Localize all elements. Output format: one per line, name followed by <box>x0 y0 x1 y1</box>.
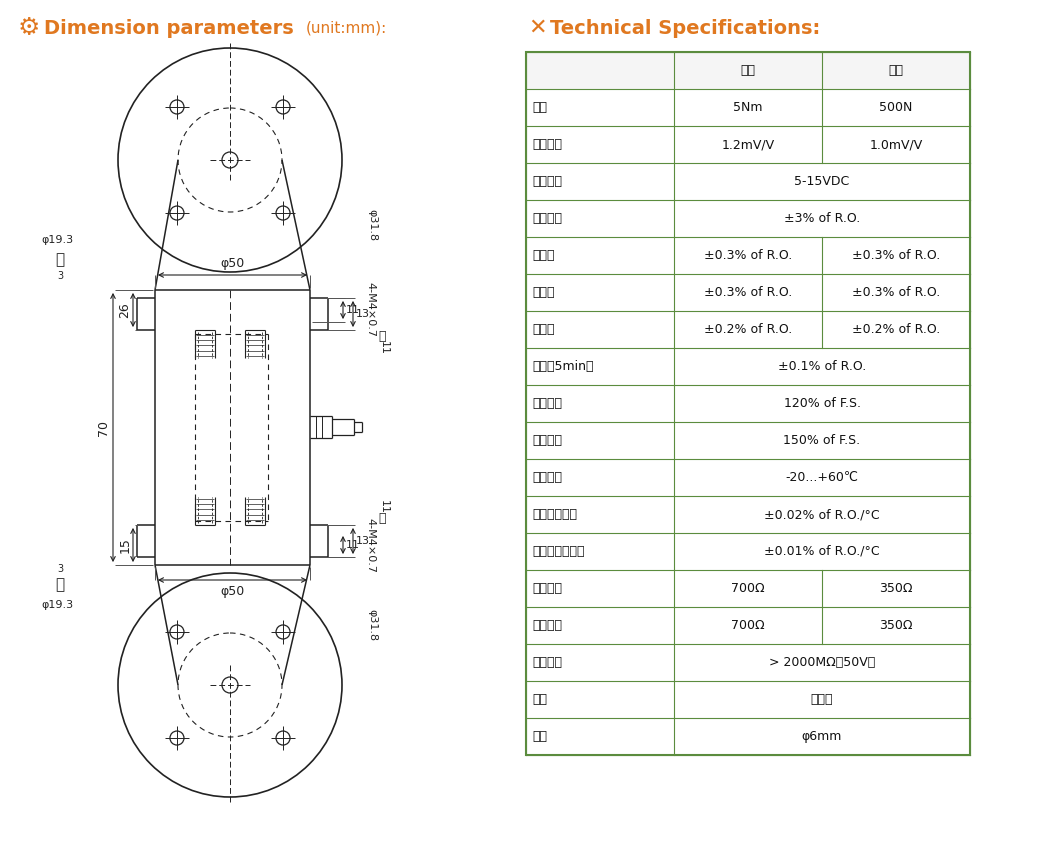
Text: 350Ω: 350Ω <box>879 619 912 632</box>
Text: 重复性: 重复性 <box>532 323 554 336</box>
Text: Dimension parameters: Dimension parameters <box>44 19 293 37</box>
Text: Technical Specifications:: Technical Specifications: <box>550 19 821 37</box>
Bar <box>526 274 970 311</box>
Text: 500N: 500N <box>879 101 912 114</box>
Bar <box>526 570 970 607</box>
Text: 零点输出: 零点输出 <box>532 212 562 225</box>
Text: 激励电压: 激励电压 <box>532 175 562 188</box>
Text: > 2000MΩ（50V）: > 2000MΩ（50V） <box>768 656 875 669</box>
Text: 非线性: 非线性 <box>532 249 554 262</box>
Bar <box>526 422 970 459</box>
Bar <box>526 89 970 126</box>
Text: 350Ω: 350Ω <box>879 582 912 595</box>
Bar <box>526 126 970 163</box>
Text: (unit:mm):: (unit:mm): <box>306 20 387 36</box>
Text: 灵敏度温度漂移: 灵敏度温度漂移 <box>532 545 585 558</box>
Text: ±0.02% of R.O./°C: ±0.02% of R.O./°C <box>764 508 880 521</box>
Text: 工作温度: 工作温度 <box>532 471 562 484</box>
Bar <box>526 681 970 718</box>
Bar <box>526 644 970 681</box>
Text: 输入阻抗: 输入阻抗 <box>532 582 562 595</box>
Text: 零点温度漂移: 零点温度漂移 <box>532 508 577 521</box>
Text: ±0.3% of R.O.: ±0.3% of R.O. <box>852 249 941 262</box>
Text: ±3% of R.O.: ±3% of R.O. <box>784 212 860 225</box>
Text: 安全过载: 安全过载 <box>532 397 562 410</box>
Text: 米: 米 <box>378 513 385 525</box>
Text: 120% of F.S.: 120% of F.S. <box>783 397 860 410</box>
Text: 压力: 压力 <box>888 64 903 77</box>
Text: 11: 11 <box>379 341 389 355</box>
Bar <box>526 607 970 644</box>
Text: φ19.3: φ19.3 <box>42 600 74 610</box>
Text: 输出阻抗: 输出阻抗 <box>532 619 562 632</box>
Bar <box>526 200 970 237</box>
Text: 70: 70 <box>96 420 110 436</box>
Text: ±0.1% of R.O.: ±0.1% of R.O. <box>778 360 867 373</box>
Bar <box>526 52 970 89</box>
Text: 5-15VDC: 5-15VDC <box>794 175 850 188</box>
Text: 15: 15 <box>119 537 132 553</box>
Text: 11: 11 <box>346 305 360 315</box>
Text: ±0.2% of R.O.: ±0.2% of R.O. <box>852 323 941 336</box>
Text: 额定输出: 额定输出 <box>532 138 562 151</box>
Text: 13: 13 <box>356 536 370 546</box>
Text: 蛾变（5min）: 蛾变（5min） <box>532 360 593 373</box>
Bar <box>526 718 970 755</box>
Text: 3: 3 <box>57 271 63 281</box>
Bar <box>526 311 970 348</box>
Text: φ6mm: φ6mm <box>802 730 843 743</box>
Text: ⚙: ⚙ <box>18 16 41 40</box>
Text: φ50: φ50 <box>220 585 244 598</box>
Text: 150% of F.S.: 150% of F.S. <box>783 434 860 447</box>
Text: ±0.3% of R.O.: ±0.3% of R.O. <box>852 286 941 299</box>
Text: 11: 11 <box>379 500 389 514</box>
Text: ±0.01% of R.O./°C: ±0.01% of R.O./°C <box>764 545 880 558</box>
Bar <box>526 496 970 533</box>
Bar <box>526 52 970 755</box>
Text: 铝合金: 铝合金 <box>811 693 833 706</box>
Text: 11: 11 <box>346 540 360 550</box>
Text: φ50: φ50 <box>220 256 244 270</box>
Text: 4-M4×0.7: 4-M4×0.7 <box>365 283 375 338</box>
Text: 26: 26 <box>119 302 132 318</box>
Text: 材质: 材质 <box>532 693 547 706</box>
Text: 5Nm: 5Nm <box>733 101 763 114</box>
Text: 1.2mV/V: 1.2mV/V <box>721 138 775 151</box>
Bar <box>526 237 970 274</box>
Text: 700Ω: 700Ω <box>731 582 765 595</box>
Text: ±0.2% of R.O.: ±0.2% of R.O. <box>704 323 792 336</box>
Text: 线径: 线径 <box>532 730 547 743</box>
Text: ±0.3% of R.O.: ±0.3% of R.O. <box>704 249 792 262</box>
Text: 3: 3 <box>57 564 63 574</box>
Text: 4-M4×0.7: 4-M4×0.7 <box>365 518 375 573</box>
Text: 极限过载: 极限过载 <box>532 434 562 447</box>
Text: 700Ω: 700Ω <box>731 619 765 632</box>
Text: 1.0mV/V: 1.0mV/V <box>870 138 923 151</box>
Text: 绝缘阻抗: 绝缘阻抗 <box>532 656 562 669</box>
Text: φ19.3: φ19.3 <box>42 235 74 245</box>
Text: φ31.8: φ31.8 <box>367 609 377 641</box>
Text: φ31.8: φ31.8 <box>367 209 377 241</box>
Text: 滞后性: 滞后性 <box>532 286 554 299</box>
Text: 米: 米 <box>55 578 65 592</box>
Text: 扝力: 扝力 <box>740 64 756 77</box>
Text: 13: 13 <box>356 309 370 319</box>
Bar <box>526 163 970 200</box>
Text: 米: 米 <box>55 252 65 267</box>
Bar <box>526 385 970 422</box>
Text: -20...+60℃: -20...+60℃ <box>785 471 858 484</box>
Bar <box>526 348 970 385</box>
Bar <box>526 533 970 570</box>
Text: ✕: ✕ <box>528 18 547 38</box>
Text: 米: 米 <box>378 329 385 343</box>
Bar <box>526 459 970 496</box>
Text: ±0.3% of R.O.: ±0.3% of R.O. <box>704 286 792 299</box>
Text: 量程: 量程 <box>532 101 547 114</box>
